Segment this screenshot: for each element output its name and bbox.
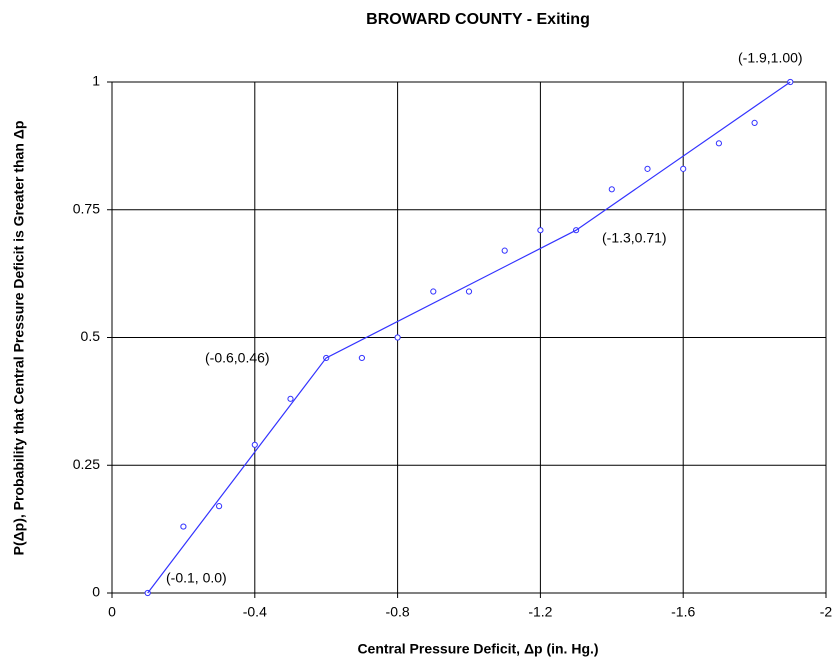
x-tick-label: -0.8 <box>386 604 410 620</box>
data-point <box>465 288 473 295</box>
data-point <box>287 395 294 402</box>
y-axis-title: P(Δp), Probability that Central Pressure… <box>11 121 27 556</box>
data-point <box>501 247 508 254</box>
y-tick-label: 0 <box>92 584 100 600</box>
annotation: (-0.6,0.46) <box>205 350 270 366</box>
data-point <box>180 523 187 530</box>
annotation: (-1.9,1.00) <box>738 50 803 66</box>
y-tick-label: 0.75 <box>73 200 100 216</box>
data-point <box>644 165 651 172</box>
data-point <box>715 140 723 147</box>
data-point <box>358 354 365 362</box>
y-tick-label: 0.5 <box>81 328 101 344</box>
x-tick-label: -1.6 <box>671 604 695 620</box>
data-point <box>430 288 437 295</box>
annotation: (-0.1, 0.0) <box>166 570 227 586</box>
y-tick-label: 0.25 <box>73 456 100 472</box>
data-point <box>608 186 615 193</box>
x-tick-label: -1.2 <box>528 604 552 620</box>
annotation: (-1.3,0.71) <box>602 230 667 246</box>
x-tick-label: -2 <box>820 604 833 620</box>
data-point <box>251 441 258 448</box>
y-tick-label: 1 <box>92 73 100 89</box>
data-point <box>537 227 544 234</box>
fit-line <box>147 81 791 594</box>
data-point <box>680 165 687 172</box>
data-point <box>751 119 758 126</box>
data-point <box>216 503 223 510</box>
x-tick-label: 0 <box>108 604 116 620</box>
chart-title: BROWARD COUNTY - Exiting <box>366 11 590 28</box>
x-axis-title: Central Pressure Deficit, Δp (in. Hg.) <box>357 641 598 657</box>
x-tick-label: -0.4 <box>243 604 267 620</box>
data-point <box>394 334 401 341</box>
